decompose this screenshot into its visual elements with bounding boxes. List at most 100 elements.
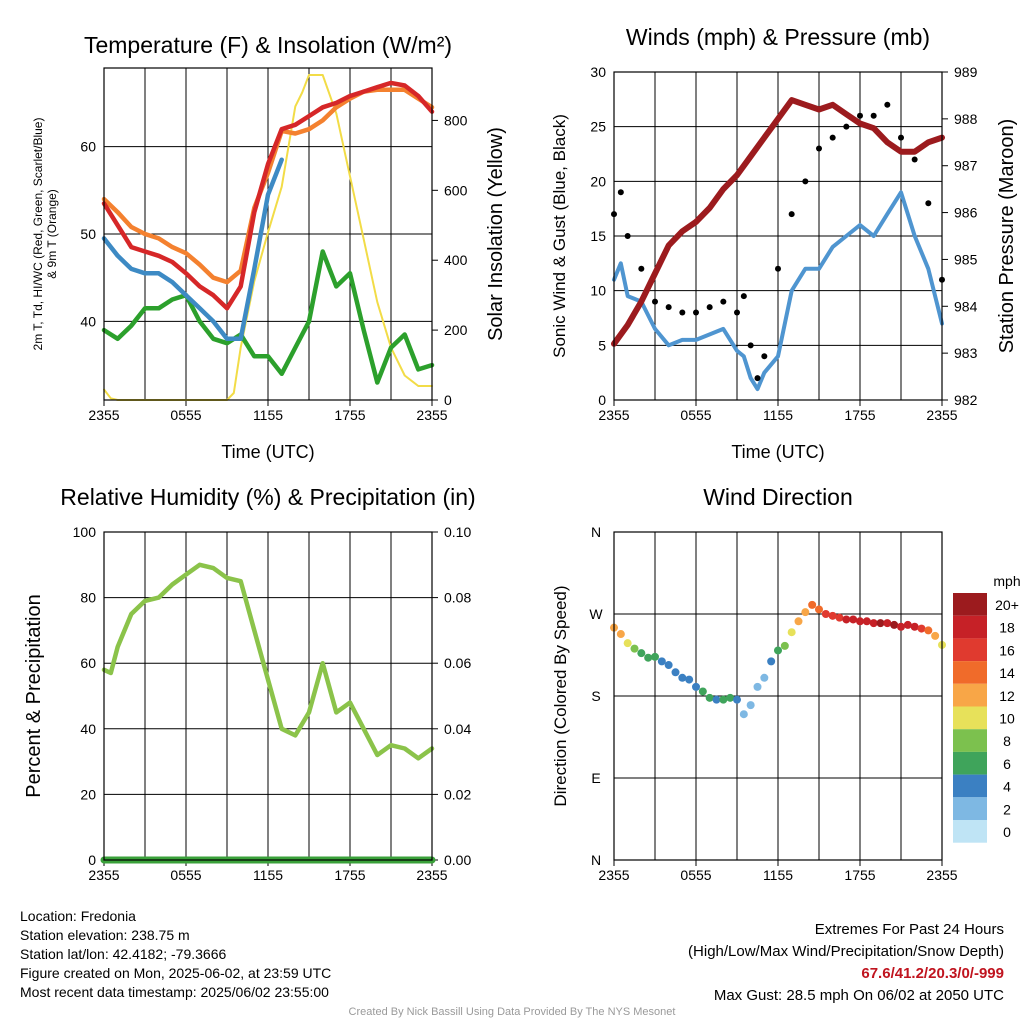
series-pressure — [611, 97, 945, 347]
direction-point — [835, 613, 844, 622]
y-axis-label: Direction (Colored By Speed) — [551, 585, 570, 806]
colorbar-label: 2 — [1003, 801, 1011, 817]
colorbar-label: 4 — [1003, 779, 1011, 795]
gust-point — [679, 309, 686, 316]
y-right-tick-label: 200 — [444, 322, 468, 338]
y-right-tick-label: 0.00 — [444, 852, 471, 868]
chart-title: Winds (mph) & Pressure (mb) — [626, 24, 930, 50]
direction-point — [746, 701, 755, 710]
y-tick-label: 40 — [80, 313, 96, 329]
plot-frame — [103, 67, 433, 401]
recent-data-timestamp: Most recent data timestamp: 2025/06/02 2… — [20, 984, 329, 1000]
colorbar-label: 16 — [999, 642, 1015, 658]
gust-point — [857, 112, 863, 119]
y-tick-label: 40 — [80, 721, 96, 737]
y-axis-label-line2: & 9m T (Orange) — [45, 189, 59, 279]
colorbar-cell — [953, 593, 987, 616]
gust-point — [617, 189, 624, 196]
x-tick-label: 0555 — [170, 867, 201, 883]
y-tick-label: 20 — [590, 173, 606, 189]
x-tick-label: 1155 — [253, 867, 283, 883]
colorbar-label: 8 — [1003, 733, 1011, 749]
colorbar-cell — [953, 751, 987, 775]
direction-point — [616, 630, 625, 639]
extremes-subtitle: (High/Low/Max Wind/Precipitation/Snow De… — [688, 943, 1004, 960]
y-right-tick-label: 400 — [444, 252, 468, 268]
x-tick-label: 2355 — [926, 407, 957, 423]
series-dewpoint — [101, 157, 284, 342]
direction-point — [774, 646, 782, 655]
direction-point — [924, 626, 933, 635]
figure-created: Figure created on Mon, 2025-06-02, at 23… — [20, 965, 332, 981]
colorbar-label: 14 — [999, 665, 1015, 681]
gust-point — [788, 211, 795, 218]
y-tick-label: 80 — [80, 590, 96, 606]
direction-point — [657, 657, 666, 666]
panel-3: 2355 0555 1155 1755 2355 Relative Humidity (%… — [23, 484, 476, 883]
direction-point — [890, 620, 899, 629]
gust-point — [870, 112, 877, 119]
y-tick-label: 0 — [88, 852, 96, 868]
colorbar-label: 10 — [999, 711, 1015, 727]
direction-point — [821, 610, 830, 618]
y-right-tick-label: 986 — [954, 205, 978, 221]
panel-2: 2355 0555 1155 1755 2355 Winds (mph) & Pressu… — [550, 24, 1018, 462]
y-right-tick-label: 800 — [444, 112, 468, 128]
gust-point — [829, 134, 836, 141]
direction-point — [910, 622, 919, 631]
y-tick-label: 5 — [598, 337, 606, 353]
plot-frame — [613, 531, 943, 861]
direction-point — [726, 693, 735, 702]
y-tick-label: 100 — [73, 524, 97, 540]
y-tick-label: 25 — [590, 119, 606, 135]
y-tick-label: S — [591, 688, 600, 704]
y-tick-label: 50 — [80, 226, 96, 242]
direction-point — [664, 661, 673, 670]
x-tick-label: 0555 — [680, 407, 711, 423]
y-right-tick-label: 0.06 — [444, 655, 471, 671]
direction-point — [644, 653, 653, 662]
direction-point — [719, 695, 728, 704]
direction-point — [842, 615, 851, 624]
colorbar-cell — [953, 706, 987, 730]
x-tick-label: 1755 — [844, 867, 875, 883]
colorbar-cell — [953, 615, 987, 639]
x-tick-label: 2355 — [416, 407, 447, 423]
direction-point — [630, 644, 639, 653]
series-humidity — [101, 562, 435, 761]
gust-point — [898, 134, 904, 141]
gust-point — [734, 309, 740, 316]
y-right-tick-label: 985 — [954, 251, 978, 267]
direction-point — [801, 608, 810, 617]
gust-point — [665, 304, 672, 311]
colorbar-cell — [953, 774, 987, 798]
direction-point — [685, 675, 694, 684]
x-tick-label: 1155 — [763, 867, 793, 883]
y-tick-label: 20 — [80, 786, 96, 802]
direction-point — [862, 617, 871, 626]
gust-point — [802, 178, 809, 185]
colorbar-cell — [953, 820, 987, 843]
gust-point — [740, 293, 747, 300]
gust-point — [652, 298, 658, 305]
station-info: Location: Fredonia Station elevation: 23… — [20, 907, 331, 1002]
plot-frame — [613, 71, 943, 401]
direction-point — [903, 620, 912, 629]
gust-point — [754, 375, 761, 382]
gust-point — [624, 233, 631, 239]
colorbar-cell — [953, 797, 987, 820]
gust-point — [706, 304, 713, 311]
direction-point — [856, 617, 864, 626]
gust-point — [816, 145, 822, 152]
colorbar-label: 6 — [1003, 756, 1011, 772]
y-right-tick-label: 0.02 — [444, 786, 471, 802]
y-right-tick-label: 984 — [954, 298, 978, 314]
direction-point — [931, 631, 940, 640]
y-right-tick-label: 600 — [444, 182, 468, 198]
series-hi-wc — [101, 249, 435, 385]
y-right-tick-label: 983 — [954, 345, 978, 361]
extremes-values: 67.6/41.2/20.3/0/-999 — [861, 965, 1004, 982]
series-temp-2m — [101, 80, 435, 311]
y-right-tick-label: 0.10 — [444, 524, 471, 540]
